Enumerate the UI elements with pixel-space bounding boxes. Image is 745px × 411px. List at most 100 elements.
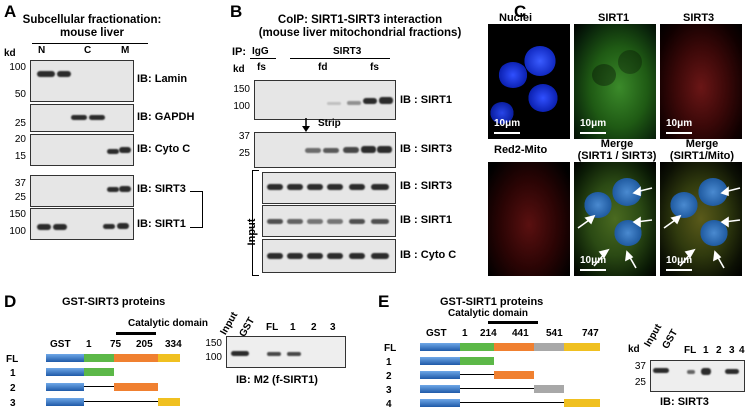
band	[37, 224, 51, 230]
micrograph-sirt3: 10μm	[660, 24, 742, 139]
catalytic-domain-bar	[488, 321, 538, 324]
blot-gapdh	[30, 104, 134, 132]
lane-fl: FL	[266, 322, 279, 333]
band	[307, 184, 323, 190]
header-merge-2: Merge (SIRT1/Mito)	[669, 138, 735, 162]
fraction-label: fs	[257, 62, 266, 73]
lane-4: 4	[739, 345, 745, 356]
micrograph-sirt1: 10μm	[574, 24, 656, 139]
ip-label: IP:	[232, 46, 247, 58]
linker-line	[84, 401, 158, 402]
nucleus	[524, 46, 556, 76]
construct-3: 3	[386, 385, 392, 396]
ib-coip-sirt1: IB : SIRT1	[400, 94, 452, 106]
scale-label: 10μm	[666, 118, 693, 129]
lane-gst: GST	[660, 327, 681, 351]
construct-fl: FL	[6, 354, 19, 365]
igg-underline	[250, 58, 276, 59]
blot-lamin	[30, 60, 134, 102]
lane-1: 1	[290, 322, 296, 333]
construct-1: 1	[10, 368, 16, 379]
gst-label: GST	[426, 328, 447, 339]
ib-sirt3: IB: SIRT3	[137, 183, 186, 195]
position: 747	[582, 328, 599, 339]
gst-label: GST	[50, 339, 71, 350]
band	[267, 219, 283, 224]
arrows-merge-1	[577, 186, 653, 269]
position: 541	[546, 328, 563, 339]
catalytic-domain-label: Catalytic domain	[128, 318, 209, 329]
domain-orange	[114, 383, 158, 391]
band	[371, 219, 389, 224]
blot-input-cytoc	[262, 239, 396, 273]
band	[37, 71, 55, 77]
band	[687, 370, 695, 374]
kd-label: kd	[233, 64, 245, 75]
blot-pulldown-d	[226, 336, 346, 368]
band	[701, 368, 711, 375]
blot-cytoc	[30, 134, 134, 166]
band	[287, 253, 303, 259]
band	[725, 369, 739, 374]
nucleus	[700, 220, 728, 246]
gst-tag	[46, 383, 84, 391]
scale-bar	[580, 132, 606, 134]
nucleus	[528, 84, 558, 112]
band	[267, 184, 283, 190]
scale-label: 10μm	[580, 255, 607, 266]
band	[89, 115, 105, 120]
ib-input-sirt3: IB : SIRT3	[400, 180, 452, 192]
lane-2: 2	[716, 345, 722, 356]
panel-b-label: B	[230, 2, 243, 21]
position: 75	[110, 339, 122, 350]
band	[327, 102, 341, 105]
linker-line	[460, 388, 534, 389]
band	[107, 187, 119, 192]
position: 441	[512, 328, 529, 339]
band	[371, 184, 389, 190]
header-merge-1: Merge (SIRT1 / SIRT3)	[577, 138, 657, 162]
construct-4: 4	[386, 399, 392, 410]
panel-e-title: GST-SIRT1 proteins	[440, 296, 544, 308]
domain-orange	[494, 343, 534, 351]
strip-label: Strip	[318, 118, 341, 129]
tick: 100	[233, 101, 250, 112]
scale-bar	[494, 132, 520, 134]
lane-divider-line	[32, 43, 148, 44]
nucleus	[498, 62, 528, 88]
tick: 25	[14, 192, 26, 203]
construct-2: 2	[386, 371, 392, 382]
lane-fl: FL	[684, 345, 697, 356]
kd-label: kd	[628, 344, 640, 355]
band	[347, 101, 361, 105]
fraction-label: fd	[318, 62, 328, 73]
tick: 37	[238, 131, 250, 142]
linker-line	[460, 402, 564, 403]
ib-cytoc: IB: Cyto C	[137, 143, 191, 155]
tick: 100	[205, 352, 222, 363]
blot-input-sirt3	[262, 172, 396, 204]
tick: 100	[9, 62, 26, 73]
band	[327, 184, 343, 190]
domain-yellow	[564, 399, 600, 407]
band	[305, 148, 321, 153]
catalytic-domain-bar	[116, 332, 156, 335]
band	[349, 219, 365, 224]
ib-gapdh: IB: GAPDH	[137, 111, 195, 123]
lane-2: 2	[311, 322, 317, 333]
band	[231, 351, 249, 356]
micrograph-red2-mito	[488, 162, 570, 276]
band	[287, 352, 301, 356]
position: 214	[480, 328, 497, 339]
band	[377, 146, 392, 153]
lane-3: 3	[330, 322, 336, 333]
panel-b-title: CoIP: SIRT1-SIRT3 interaction (mouse liv…	[258, 14, 462, 39]
panel-e-label: E	[378, 292, 390, 311]
strip-arrow	[302, 118, 310, 132]
domain-green	[84, 354, 114, 362]
fraction-label: fs	[370, 62, 379, 73]
gst-tag	[46, 398, 84, 406]
ip-sirt3: SIRT3	[333, 46, 362, 57]
kd-label: kd	[4, 48, 16, 59]
domain-green	[460, 357, 494, 365]
